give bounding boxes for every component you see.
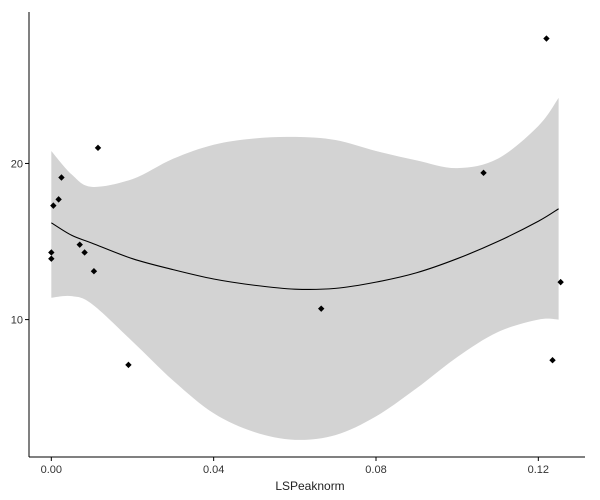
x-axis-title: LSPeaknorm bbox=[275, 479, 344, 493]
axes-layer: 0.00 0.04 0.08 0.12 10 20 bbox=[11, 12, 585, 476]
y-tick-label: 10 bbox=[11, 315, 23, 327]
data-point bbox=[94, 144, 102, 152]
data-point bbox=[48, 249, 55, 256]
data-point bbox=[318, 305, 325, 312]
data-point bbox=[58, 174, 65, 181]
data-point bbox=[55, 196, 62, 203]
confidence-band bbox=[51, 97, 559, 440]
x-tick-label: 0.12 bbox=[528, 464, 549, 476]
x-tick-label: 0.00 bbox=[41, 464, 62, 476]
smooth-line-layer bbox=[51, 208, 559, 290]
x-tick-label: 0.08 bbox=[365, 464, 386, 476]
data-point bbox=[76, 241, 83, 248]
y-tick-label: 20 bbox=[11, 158, 23, 170]
data-point bbox=[557, 278, 564, 286]
data-point bbox=[125, 361, 132, 369]
data-point bbox=[48, 255, 55, 262]
data-point bbox=[549, 356, 556, 364]
points-layer bbox=[48, 35, 564, 369]
smooth-fit-line bbox=[51, 208, 559, 290]
data-point bbox=[480, 169, 487, 177]
data-point bbox=[90, 267, 98, 275]
data-point bbox=[81, 249, 88, 256]
data-point bbox=[543, 35, 550, 42]
data-point bbox=[50, 202, 57, 209]
confidence-band-layer bbox=[51, 97, 559, 440]
x-tick-label: 0.04 bbox=[203, 464, 224, 476]
